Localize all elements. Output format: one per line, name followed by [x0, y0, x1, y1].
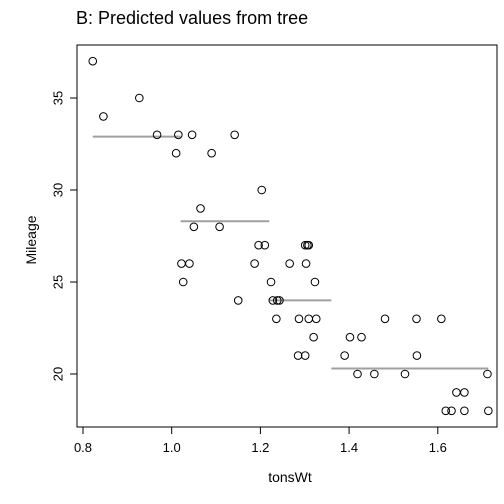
- chart-title: B: Predicted values from tree: [76, 8, 308, 28]
- data-point: [300, 240, 310, 250]
- data-point: [447, 406, 456, 416]
- data-point: [353, 369, 362, 379]
- data-point: [293, 351, 303, 360]
- data-point: [285, 259, 294, 268]
- data-point: [185, 259, 194, 268]
- y-tick-label: 25: [51, 275, 66, 289]
- data-point: [340, 351, 349, 360]
- data-point: [254, 240, 263, 250]
- y-tick-label: 30: [51, 183, 66, 197]
- data-point: [441, 406, 451, 416]
- data-point: [250, 259, 259, 268]
- x-tick-label: 1.6: [429, 440, 447, 455]
- data-point: [171, 148, 181, 158]
- data-point: [484, 406, 493, 416]
- x-axis: 0.8 1.0 1.2 1.4 1.6: [74, 427, 447, 455]
- data-point: [174, 130, 183, 140]
- y-tick-label: 35: [51, 91, 66, 105]
- data-point: [370, 369, 379, 379]
- data-point: [177, 259, 186, 268]
- data-point: [215, 222, 224, 232]
- data-point: [294, 314, 304, 324]
- data-point: [207, 148, 216, 158]
- data-point: [380, 314, 390, 324]
- data-point: [268, 296, 278, 305]
- data-point: [178, 277, 188, 287]
- x-axis-label: tonsWt: [268, 469, 312, 485]
- y-axis: 20 25 30 35: [51, 91, 77, 381]
- predicted-segments: [92, 135, 489, 370]
- data-point: [452, 388, 461, 397]
- data-point: [483, 369, 492, 379]
- data-point: [311, 314, 321, 324]
- data-point: [257, 185, 267, 195]
- data-points: [88, 56, 493, 416]
- data-point: [357, 332, 366, 342]
- plot-frame-group: [76, 44, 498, 428]
- data-point: [272, 314, 281, 324]
- data-point: [135, 93, 144, 103]
- data-point: [460, 388, 469, 397]
- data-point: [266, 277, 276, 287]
- data-point: [412, 314, 421, 324]
- data-point: [345, 332, 355, 342]
- data-point: [460, 406, 469, 416]
- data-point: [304, 240, 314, 250]
- data-point: [189, 222, 199, 232]
- y-axis-label: Mileage: [23, 215, 39, 264]
- data-point: [88, 56, 98, 66]
- data-point: [301, 259, 311, 268]
- x-tick-label: 0.8: [74, 440, 92, 455]
- data-point: [152, 130, 162, 140]
- data-point: [233, 296, 243, 305]
- data-point: [304, 314, 314, 324]
- data-point: [437, 314, 446, 324]
- plot-frame: [76, 44, 498, 428]
- data-point: [275, 296, 284, 305]
- data-point: [272, 296, 282, 305]
- x-tick-label: 1.2: [251, 440, 269, 455]
- y-tick-label: 20: [51, 367, 66, 381]
- data-point: [310, 277, 320, 287]
- data-point: [230, 130, 239, 140]
- x-tick-label: 1.4: [340, 440, 358, 455]
- data-point: [400, 369, 410, 379]
- data-point: [412, 351, 422, 360]
- data-point: [187, 130, 197, 140]
- data-point: [99, 112, 108, 121]
- data-point: [300, 351, 310, 360]
- data-point: [260, 240, 270, 250]
- x-tick-label: 1.0: [163, 440, 181, 455]
- data-point: [196, 204, 205, 213]
- data-point: [309, 332, 318, 342]
